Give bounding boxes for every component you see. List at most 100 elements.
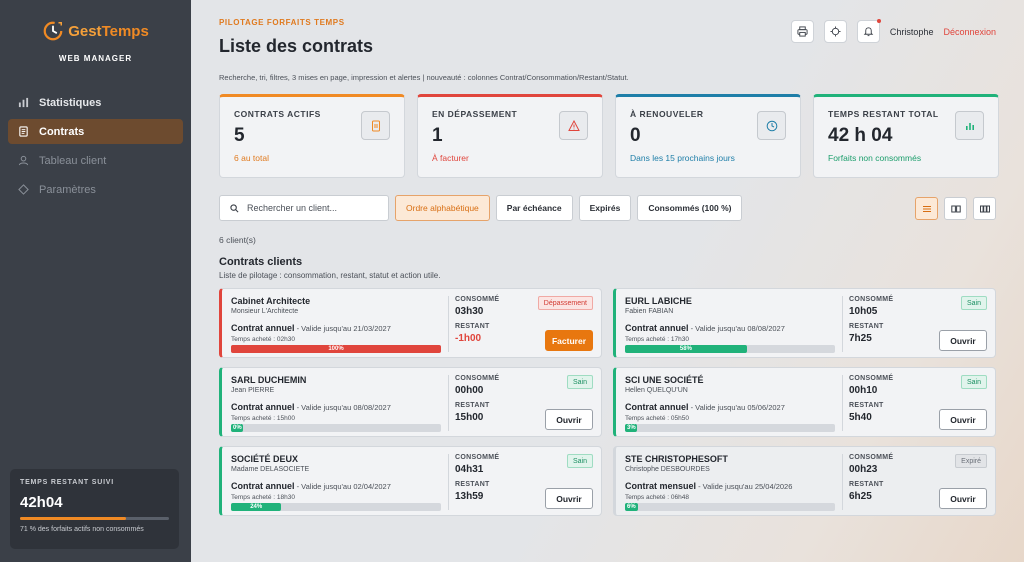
consumption-progress-bar: 100% — [231, 345, 441, 353]
list-view-button[interactable] — [915, 197, 938, 220]
user-name: Christophe — [889, 26, 934, 37]
section-description: Liste de pilotage : consommation, restan… — [219, 271, 441, 280]
status-badge: Sain — [566, 375, 593, 389]
consumed-label: CONSOMMÉ — [849, 296, 894, 303]
sort-alphabetical-button[interactable]: Ordre alphabétique — [395, 195, 490, 221]
contract-type-label: Contrat annuel — [231, 323, 295, 333]
client-name: SOCIÉTÉ DEUX — [231, 454, 299, 464]
three-column-view-button[interactable] — [973, 197, 996, 220]
contract-validity: - Valide jusqu'au 02/04/2027 — [294, 482, 391, 491]
logout-link[interactable]: Déconnexion — [943, 26, 996, 37]
contract-card[interactable]: SCI UNE SOCIÉTÉ Hellen QUELQU'UN Contrat… — [613, 367, 996, 437]
consumption-progress-fill: 100% — [231, 345, 441, 353]
contract-info: SOCIÉTÉ DEUX Madame DELASOCIETE Contrat … — [231, 454, 441, 511]
filter-consumed-button[interactable]: Consommés (100 %) — [637, 195, 743, 221]
sidebar-item-contrats[interactable]: Contrats — [8, 119, 183, 144]
invoice-button[interactable]: Facturer — [545, 330, 593, 351]
remaining-value: 6h25 — [849, 491, 872, 502]
contract-card[interactable]: EURL LABICHE Fabien FABIAN Contrat annue… — [613, 288, 996, 358]
kpi-label: EN DÉPASSEMENT — [432, 109, 518, 119]
chart-icon — [18, 97, 29, 108]
kpi-card: EN DÉPASSEMENT 1 À facturer — [417, 94, 603, 178]
consumed-label: CONSOMMÉ — [849, 375, 894, 382]
contract-info: EURL LABICHE Fabien FABIAN Contrat annue… — [625, 296, 835, 353]
consumed-value: 00h23 — [849, 464, 878, 475]
time-bought: Temps acheté : 18h30 — [231, 494, 295, 501]
time-bought: Temps acheté : 06h48 — [625, 494, 689, 501]
contract-type: Contrat annuel - Valide jusqu'au 02/04/2… — [231, 481, 441, 491]
open-button[interactable]: Ouvrir — [545, 488, 593, 509]
contract-card[interactable]: SARL DUCHEMIN Jean PIERRE Contrat annuel… — [219, 367, 602, 437]
logo-icon — [43, 21, 63, 41]
contract-info: SCI UNE SOCIÉTÉ Hellen QUELQU'UN Contrat… — [625, 375, 835, 432]
contract-figures: CONSOMMÉ 00h00 RESTANT 15h00 — [455, 375, 499, 429]
kpi-card: À RENOUVELER 0 Dans les 15 prochains jou… — [615, 94, 801, 178]
contract-list: Cabinet Architecte Monsieur L'Architecte… — [219, 288, 996, 516]
open-button[interactable]: Ouvrir — [939, 330, 987, 351]
open-button[interactable]: Ouvrir — [939, 488, 987, 509]
kpi-card: TEMPS RESTANT TOTAL 42 h 04 Forfaits non… — [813, 94, 999, 178]
sidebar-item-parametres[interactable]: Paramètres — [8, 177, 183, 202]
contract-figures: CONSOMMÉ 00h23 RESTANT 6h25 — [849, 454, 893, 508]
kpi-icon-box — [757, 111, 786, 140]
summary-label: TEMPS RESTANT SUIVI — [20, 479, 115, 486]
contract-card[interactable]: STE CHRISTOPHESOFT Christophe DESBOURDES… — [613, 446, 996, 516]
contract-info: STE CHRISTOPHESOFT Christophe DESBOURDES… — [625, 454, 835, 511]
client-contact: Madame DELASOCIETE — [231, 466, 310, 473]
filter-expired-button[interactable]: Expirés — [578, 195, 632, 221]
contract-type-label: Contrat annuel — [231, 481, 295, 491]
list-icon — [922, 205, 931, 212]
page-description: Recherche, tri, filtres, 3 mises en page… — [219, 73, 629, 82]
open-button[interactable]: Ouvrir — [939, 409, 987, 430]
sidebar-item-label: Paramètres — [39, 183, 96, 196]
printer-icon — [797, 26, 808, 37]
remaining-time-summary: TEMPS RESTANT SUIVI 42h04 71 % des forfa… — [10, 469, 179, 549]
status-badge: Dépassement — [537, 296, 593, 310]
notifications-button[interactable] — [856, 19, 881, 43]
time-bought: Temps acheté : 02h30 — [231, 336, 295, 343]
sort-due-date-button[interactable]: Par échéance — [495, 195, 573, 221]
consumption-progress-bar: 0% — [231, 424, 441, 432]
document-icon — [371, 120, 380, 131]
open-button[interactable]: Ouvrir — [545, 409, 593, 430]
kpi-label: CONTRATS ACTIFS — [234, 109, 321, 119]
contract-info: Cabinet Architecte Monsieur L'Architecte… — [231, 296, 441, 353]
contract-card[interactable]: Cabinet Architecte Monsieur L'Architecte… — [219, 288, 602, 358]
client-name: STE CHRISTOPHESOFT — [625, 454, 728, 464]
print-button[interactable] — [790, 20, 814, 43]
sidebar-item-tableau-client[interactable]: Tableau client — [8, 148, 183, 173]
clock-icon — [766, 120, 777, 131]
remaining-value: -1h00 — [455, 333, 482, 344]
kpi-subtext: Dans les 15 prochains jours — [630, 153, 735, 163]
card-divider — [842, 454, 843, 510]
remaining-value: 15h00 — [455, 412, 484, 423]
sidebar-item-statistiques[interactable]: Statistiques — [8, 90, 183, 115]
kpi-subtext: Forfaits non consommés — [828, 153, 922, 163]
kpi-value: 1 — [432, 125, 443, 146]
status-badge: Sain — [960, 296, 987, 310]
client-name: SCI UNE SOCIÉTÉ — [625, 375, 704, 385]
card-divider — [448, 454, 449, 510]
contract-info: SARL DUCHEMIN Jean PIERRE Contrat annuel… — [231, 375, 441, 432]
contract-card[interactable]: SOCIÉTÉ DEUX Madame DELASOCIETE Contrat … — [219, 446, 602, 516]
contract-validity: - Valide jusqu'au 08/08/2027 — [294, 403, 391, 412]
target-button[interactable] — [823, 20, 847, 43]
consumption-progress-fill: 6% — [625, 503, 638, 511]
consumption-progress-bar: 58% — [625, 345, 835, 353]
contract-validity: - Valide jusqu'au 21/03/2027 — [294, 324, 391, 333]
search-input[interactable] — [247, 203, 377, 213]
main-content: PILOTAGE FORFAITS TEMPS Liste des contra… — [191, 0, 1024, 562]
client-name: SARL DUCHEMIN — [231, 375, 307, 385]
contract-type-label: Contrat mensuel — [625, 481, 697, 491]
status-badge: Sain — [566, 454, 593, 468]
contract-validity: - Valide jusqu'au 08/08/2027 — [688, 324, 785, 333]
remaining-label: RESTANT — [849, 481, 884, 488]
columns-2-icon — [950, 205, 961, 212]
card-divider — [842, 375, 843, 431]
two-column-view-button[interactable] — [944, 197, 967, 220]
search-icon — [230, 203, 239, 212]
consumption-progress-bar: 24% — [231, 503, 441, 511]
remaining-label: RESTANT — [849, 402, 884, 409]
remaining-label: RESTANT — [455, 481, 490, 488]
consumption-progress-bar: 3% — [625, 424, 835, 432]
